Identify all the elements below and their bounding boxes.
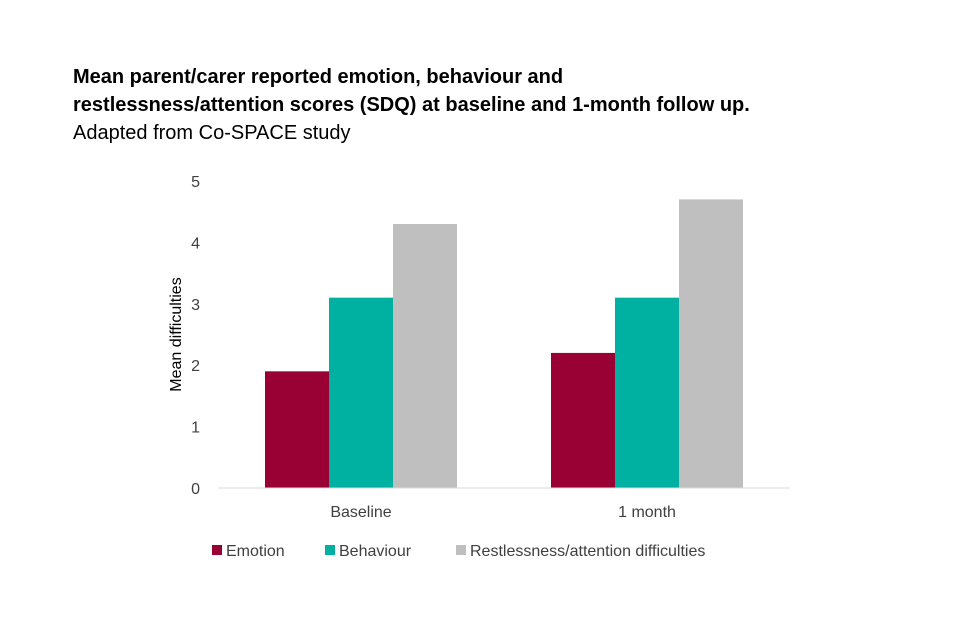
legend-swatch-restlessness-attention-difficulties	[456, 545, 466, 555]
bar-behaviour-baseline	[329, 297, 393, 488]
y-tick-label: 4	[191, 235, 200, 252]
x-tick-label: 1 month	[618, 504, 676, 521]
bar-emotion-baseline	[265, 371, 329, 488]
chart-title-line-1: Mean parent/carer reported emotion, beha…	[73, 66, 564, 88]
bar-behaviour-1-month	[615, 297, 679, 488]
y-tick-label: 0	[191, 481, 200, 498]
chart-title-line-2: restlessness/attention scores (SDQ) at b…	[73, 94, 750, 116]
legend-label-restlessness-attention-difficulties: Restlessness/attention difficulties	[470, 543, 705, 560]
legend-swatch-behaviour	[325, 545, 335, 555]
bar-emotion-1-month	[551, 352, 615, 488]
x-tick-label: Baseline	[330, 504, 391, 521]
bar-restlessness-attention-difficulties-1-month	[679, 199, 743, 489]
y-axis-title: Mean difficulties	[168, 277, 185, 391]
y-tick-label: 1	[191, 420, 200, 437]
chart-subtitle: Adapted from Co-SPACE study	[73, 122, 351, 144]
y-tick-label: 3	[191, 297, 200, 314]
legend-swatch-emotion	[212, 545, 222, 555]
legend-label-emotion: Emotion	[226, 543, 285, 560]
legend-label-behaviour: Behaviour	[339, 543, 412, 560]
y-tick-label: 5	[191, 174, 200, 191]
bar-restlessness-attention-difficulties-baseline	[393, 223, 457, 489]
chart-title-block: Mean parent/carer reported emotion, beha…	[73, 63, 943, 147]
y-tick-label: 2	[191, 358, 200, 375]
